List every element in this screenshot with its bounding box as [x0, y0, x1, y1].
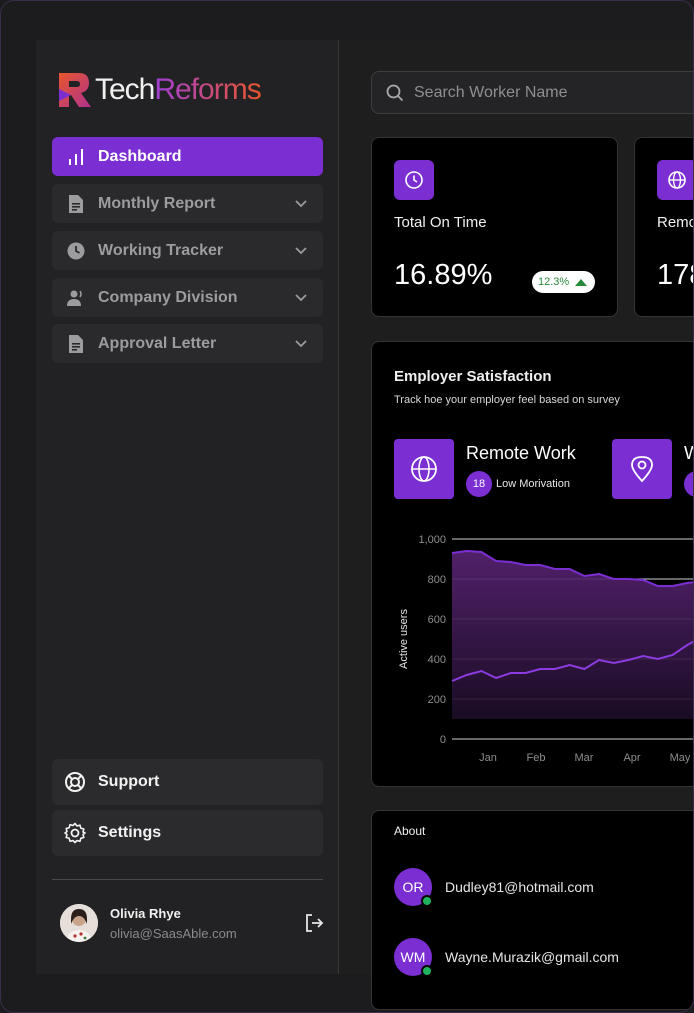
- avatar[interactable]: [60, 904, 98, 942]
- user-name: Olivia Rhye: [110, 906, 181, 921]
- user-profile: Olivia Rhye olivia@SaasAble.com: [60, 904, 324, 944]
- category-count-badge: 18: [466, 471, 492, 497]
- sidebar-divider: [52, 879, 323, 880]
- chevron-down-icon: [295, 340, 307, 348]
- contact-avatar: WM: [394, 938, 432, 976]
- settings-button[interactable]: Settings: [52, 810, 323, 856]
- document-icon: [66, 194, 86, 214]
- people-icon: [66, 288, 86, 308]
- about-card: About OR Dudley81@hotmail.com WM Wayne.M…: [371, 810, 693, 1010]
- series-line-lower: [451, 640, 693, 682]
- logo-mark-icon: [59, 73, 91, 107]
- y-tick-label: 600: [428, 614, 446, 626]
- category-note: Low Morivation: [496, 478, 570, 490]
- y-tick-label: 1,000: [418, 534, 446, 546]
- user-email: olivia@SaasAble.com: [110, 926, 237, 941]
- x-tick-label: Mar: [575, 752, 594, 764]
- employer-satisfaction-card: Employer Satisfaction Track hoe your emp…: [371, 341, 693, 787]
- stat-card-total-on-time: Total On Time 16.89% 12.3%: [371, 137, 618, 317]
- support-label: Support: [98, 773, 160, 790]
- document-icon: [66, 334, 86, 354]
- y-tick-label: 400: [428, 654, 446, 666]
- stat-value: 16.89%: [394, 259, 493, 291]
- brand-name-part2: Reforms: [154, 73, 261, 106]
- section-subtitle: Track hoe your employer feel based on su…: [394, 394, 620, 406]
- contact-item[interactable]: OR Dudley81@hotmail.com: [394, 868, 693, 908]
- stat-card-remote: Remo 178: [634, 137, 694, 317]
- category-name: W: [684, 443, 693, 464]
- brand-logo[interactable]: TechReforms: [57, 70, 262, 110]
- y-tick-label: 0: [440, 734, 446, 746]
- sidebar-item-approval-letter[interactable]: Approval Letter: [52, 324, 323, 363]
- y-tick-label: 800: [428, 574, 446, 586]
- contact-item[interactable]: WM Wayne.Murazik@gmail.com: [394, 938, 693, 978]
- settings-label: Settings: [98, 824, 162, 841]
- stat-label: Total On Time: [394, 214, 487, 231]
- online-status-dot: [421, 895, 433, 907]
- clock-icon: [405, 171, 423, 189]
- search-input[interactable]: [414, 83, 693, 102]
- support-button[interactable]: Support: [52, 759, 323, 805]
- location-pin-icon: [631, 456, 653, 483]
- contact-email: Dudley81@hotmail.com: [445, 879, 594, 895]
- chevron-down-icon: [295, 294, 307, 302]
- sidebar-item-company-division[interactable]: Company Division: [52, 278, 323, 317]
- bar-chart-icon: [66, 147, 86, 167]
- category-count-badge: 1: [684, 471, 693, 497]
- brand-name: TechReforms: [95, 73, 262, 107]
- globe-icon: [668, 171, 686, 189]
- sidebar-item-label: Approval Letter: [98, 334, 217, 352]
- area-fill: [452, 551, 693, 719]
- globe-icon: [411, 456, 437, 482]
- arrow-up-icon: [575, 278, 588, 286]
- stat-icon-box: [394, 160, 434, 200]
- search-bar[interactable]: [371, 71, 693, 114]
- main-content: Total On Time 16.89% 12.3% Remo 178 Empl…: [340, 40, 694, 1010]
- brand-name-part1: Tech: [95, 73, 155, 106]
- section-title: Employer Satisfaction: [394, 368, 552, 385]
- active-users-chart: 1,000 800 600 400 200 0 Jan Feb Mar Apr May Active …: [398, 534, 693, 764]
- clock-icon: [66, 241, 86, 261]
- chevron-down-icon: [295, 200, 307, 208]
- y-tick-label: 200: [428, 694, 446, 706]
- y-axis-label: Active users: [398, 609, 410, 669]
- sidebar-item-monthly-report[interactable]: Monthly Report: [52, 184, 323, 223]
- gear-icon: [64, 822, 86, 844]
- stat-change-badge: 12.3%: [532, 271, 596, 293]
- sidebar-item-label: Dashboard: [98, 147, 182, 165]
- x-tick-label: Jan: [479, 752, 497, 764]
- stat-icon-box: [657, 160, 693, 200]
- sidebar-item-working-tracker[interactable]: Working Tracker: [52, 231, 323, 270]
- x-tick-label: Apr: [623, 752, 640, 764]
- contact-email: Wayne.Murazik@gmail.com: [445, 949, 619, 965]
- category-icon-box: [394, 439, 454, 499]
- series-line-upper: [451, 549, 693, 587]
- lifebuoy-icon: [65, 772, 85, 792]
- sidebar-item-dashboard[interactable]: Dashboard: [52, 137, 323, 176]
- sidebar-item-label: Working Tracker: [98, 241, 224, 259]
- stat-value: 178: [657, 259, 693, 291]
- search-icon: [386, 84, 404, 101]
- stat-change-value: 12.3%: [538, 276, 570, 288]
- category-icon-box: [612, 439, 672, 499]
- x-tick-label: Feb: [527, 752, 546, 764]
- sidebar: TechReforms Dashboard Monthly Report: [36, 40, 339, 974]
- about-title: About: [394, 824, 426, 838]
- sidebar-item-label: Monthly Report: [98, 194, 216, 212]
- x-tick-label: May: [670, 752, 691, 764]
- app: TechReforms Dashboard Monthly Report: [36, 40, 694, 1010]
- logout-icon[interactable]: [303, 912, 325, 934]
- category-name: Remote Work: [466, 443, 576, 463]
- chevron-down-icon: [295, 247, 307, 255]
- online-status-dot: [421, 965, 433, 977]
- stat-label: Remo: [657, 214, 694, 231]
- sidebar-item-label: Company Division: [98, 288, 238, 306]
